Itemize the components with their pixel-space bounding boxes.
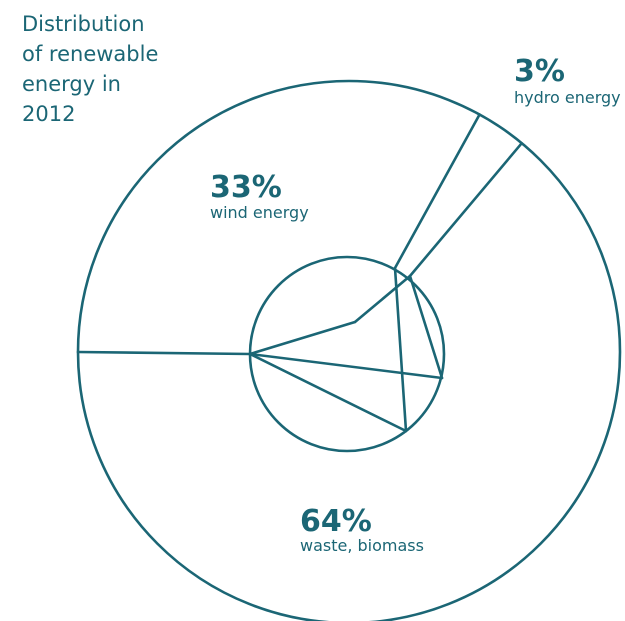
inner-cut-line [353, 274, 412, 324]
slice-percent-label: 64% [300, 504, 372, 539]
slice-boundary-line [393, 113, 481, 270]
chart-title-line: energy in [22, 72, 121, 96]
chart-title-line: of renewable [22, 42, 158, 66]
slice-percent-label: 3% [514, 54, 565, 89]
inner-cut-line [248, 352, 408, 433]
inner-cut-line [248, 320, 357, 356]
slice-percent-label: 33% [210, 170, 282, 205]
slice-name-label: hydro energy [514, 88, 621, 107]
slice-name-label: waste, biomass [300, 536, 424, 555]
slice-name-label: wind energy [210, 203, 309, 222]
inner-cut-line [393, 266, 408, 433]
inner-ring [248, 255, 446, 453]
chart-title-line: 2012 [22, 102, 75, 126]
chart-title: Distribution of renewable energy in 2012 [22, 12, 158, 126]
chart-spokes [76, 113, 524, 433]
chart-title-line: Distribution [22, 12, 145, 36]
slice-labels: 33%wind energy 3%hydro energy 64%waste, bi… [210, 54, 621, 555]
inner-cut-line [248, 352, 444, 380]
slice-boundary-line [76, 350, 252, 356]
slice-boundary-line [408, 141, 524, 278]
inner-cut-line [408, 274, 444, 380]
